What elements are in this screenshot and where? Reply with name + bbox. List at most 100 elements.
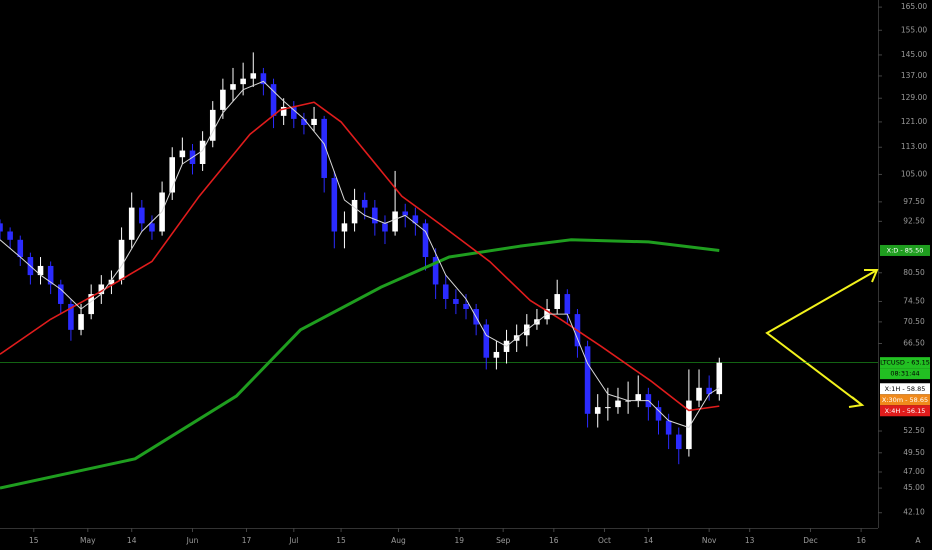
candle-body [716, 362, 723, 395]
candle-body [361, 199, 368, 208]
candle-body [392, 211, 398, 232]
y-tick-label: 66.50 [903, 339, 925, 348]
y-tick-label: 165.00 [901, 2, 927, 11]
candle-body [209, 109, 216, 141]
price-label-text: X:30m - 58.65 [882, 396, 928, 404]
candle-body [432, 257, 439, 285]
x-tick-label: Dec [803, 536, 818, 545]
x-tick-label: May [80, 536, 96, 545]
y-tick-label: 45.00 [903, 483, 925, 492]
candle-body [169, 157, 176, 193]
candle-body [382, 223, 388, 232]
candle-body [594, 407, 601, 414]
candle-body [270, 84, 277, 116]
candle-body [118, 239, 125, 280]
x-tick-label: 13 [745, 536, 755, 545]
x-tick-label: Aug [391, 536, 406, 545]
price-label-text: X:1H - 58.85 [885, 385, 926, 393]
candle-body [0, 223, 3, 232]
candle-body [220, 89, 226, 110]
candle-body [493, 351, 500, 358]
y-tick-label: 155.00 [901, 25, 927, 34]
x-tick-label: Jul [288, 536, 298, 545]
countdown-badge [880, 368, 930, 380]
candle-body [696, 387, 702, 401]
candle-body [564, 294, 571, 315]
x-tick-label: 14 [644, 536, 654, 545]
auto-scale-button[interactable]: A [915, 536, 921, 545]
y-tick-label: 145.00 [901, 50, 927, 59]
x-tick-label: 15 [29, 536, 39, 545]
candle-body [311, 118, 317, 125]
arrow-head-up [864, 269, 879, 283]
x-tick-label: Oct [598, 536, 611, 545]
candle-body [635, 394, 642, 401]
candle-body [57, 284, 64, 304]
candle-body [615, 400, 621, 408]
price-label-badge [880, 357, 930, 369]
price-label-text: X:D - 85.50 [887, 246, 924, 254]
candle-body [554, 294, 560, 309]
candle-body [463, 303, 469, 309]
price-label-text: X:4H - 56.15 [885, 407, 926, 415]
candle-body [351, 199, 358, 224]
candle-body [17, 239, 24, 258]
candle-body [301, 118, 307, 125]
x-tick-label: 15 [336, 536, 346, 545]
candle-body [68, 303, 74, 330]
candle-body [199, 140, 206, 164]
candle-body [128, 207, 135, 240]
countdown-text: 08:31:44 [890, 370, 919, 378]
candle-body [665, 420, 672, 435]
candle-body [402, 211, 409, 216]
x-tick-label: 16 [549, 536, 559, 545]
y-tick-label: 121.00 [901, 117, 927, 126]
candle-body [280, 106, 287, 116]
y-tick-label: 47.00 [903, 467, 925, 476]
y-tick-label: 137.00 [901, 71, 927, 80]
candle-body [605, 407, 611, 409]
price-label-badge [880, 405, 930, 417]
candle-body [108, 279, 115, 285]
candle-body [442, 284, 449, 299]
candle-body [179, 150, 186, 158]
x-tick-label: Jun [186, 536, 199, 545]
x-tick-label: 19 [454, 536, 464, 545]
candle-body [412, 215, 419, 224]
price-label-badge [880, 244, 930, 256]
candle-body [230, 84, 236, 90]
y-tick-label: 129.00 [901, 93, 927, 102]
arrow-lines [765, 269, 878, 406]
candle-body [706, 387, 712, 395]
y-tick-label: 97.50 [903, 197, 925, 206]
candle-body [139, 207, 145, 224]
arrow-head-down [848, 396, 865, 408]
candle-body [453, 298, 459, 304]
y-tick-label: 49.50 [903, 448, 925, 457]
y-tick-label: 92.50 [903, 216, 925, 225]
candle-body [7, 231, 13, 240]
candle-body [341, 223, 348, 232]
price-label-badge [880, 383, 930, 395]
x-tick-label: 17 [242, 536, 252, 545]
candle-body [686, 400, 692, 450]
candle-body [260, 73, 267, 85]
y-tick-label: 52.50 [903, 426, 925, 435]
candle-body [422, 223, 429, 258]
moving-average-line [0, 238, 720, 490]
y-tick-label: 105.00 [901, 169, 927, 178]
candle-body [88, 294, 94, 315]
price-label-badge [880, 394, 930, 406]
candle-body [675, 434, 682, 450]
candle-body [584, 346, 591, 414]
moving-average-line [0, 101, 720, 412]
annotation-arrows [765, 269, 879, 408]
y-tick-label: 70.50 [903, 317, 925, 326]
x-tick-label: 16 [856, 536, 866, 545]
candle-body [321, 118, 327, 178]
y-tick-label: 42.10 [903, 508, 925, 517]
candle-body [372, 207, 378, 224]
x-tick-label: Nov [702, 536, 717, 545]
